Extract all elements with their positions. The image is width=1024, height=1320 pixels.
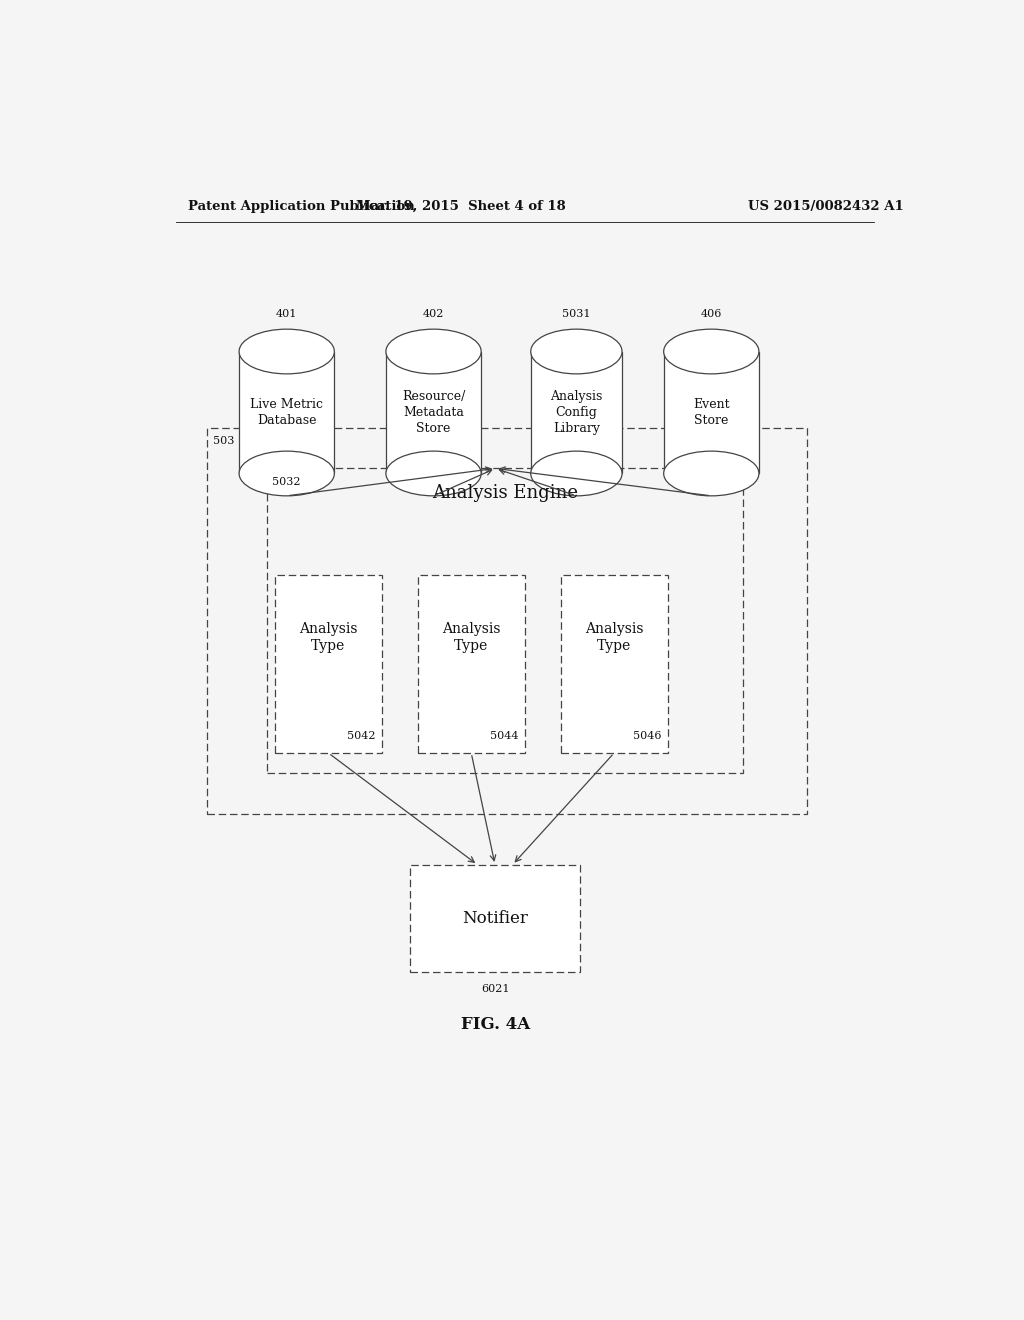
Ellipse shape — [386, 451, 481, 496]
Text: 406: 406 — [700, 309, 722, 319]
Text: 401: 401 — [276, 309, 297, 319]
Bar — [560, 576, 668, 752]
Text: Analysis
Type: Analysis Type — [299, 622, 357, 653]
Ellipse shape — [664, 451, 759, 496]
Text: Live Metric
Database: Live Metric Database — [250, 399, 324, 426]
Text: Analysis
Config
Library: Analysis Config Library — [550, 389, 602, 436]
Ellipse shape — [664, 329, 759, 374]
Ellipse shape — [530, 451, 622, 496]
Text: 6021: 6021 — [481, 983, 509, 994]
Bar — [664, 351, 759, 474]
Text: Resource/
Metadata
Store: Resource/ Metadata Store — [401, 389, 465, 436]
Bar — [418, 576, 524, 752]
Text: 503: 503 — [213, 436, 234, 446]
Ellipse shape — [240, 329, 334, 374]
Bar — [240, 351, 334, 474]
Text: Patent Application Publication: Patent Application Publication — [187, 199, 415, 213]
Ellipse shape — [240, 451, 334, 496]
Bar — [207, 428, 807, 814]
Text: Mar. 19, 2015  Sheet 4 of 18: Mar. 19, 2015 Sheet 4 of 18 — [356, 199, 566, 213]
Text: 5046: 5046 — [633, 731, 662, 741]
Text: Analysis Engine: Analysis Engine — [432, 483, 578, 502]
Text: 5032: 5032 — [272, 477, 301, 487]
Ellipse shape — [386, 329, 481, 374]
Text: US 2015/0082432 A1: US 2015/0082432 A1 — [749, 199, 904, 213]
Bar — [267, 469, 743, 774]
Ellipse shape — [530, 329, 622, 374]
Text: 5042: 5042 — [347, 731, 376, 741]
Bar — [274, 576, 382, 752]
Text: 5044: 5044 — [489, 731, 518, 741]
Text: 402: 402 — [423, 309, 444, 319]
Bar — [530, 351, 622, 474]
Bar — [386, 351, 481, 474]
Text: Analysis
Type: Analysis Type — [442, 622, 501, 653]
Bar — [410, 865, 581, 972]
Text: 5031: 5031 — [562, 309, 591, 319]
Text: Event
Store: Event Store — [693, 399, 730, 426]
Text: FIG. 4A: FIG. 4A — [461, 1016, 530, 1032]
Text: Analysis
Type: Analysis Type — [585, 622, 643, 653]
Text: Notifier: Notifier — [462, 909, 528, 927]
